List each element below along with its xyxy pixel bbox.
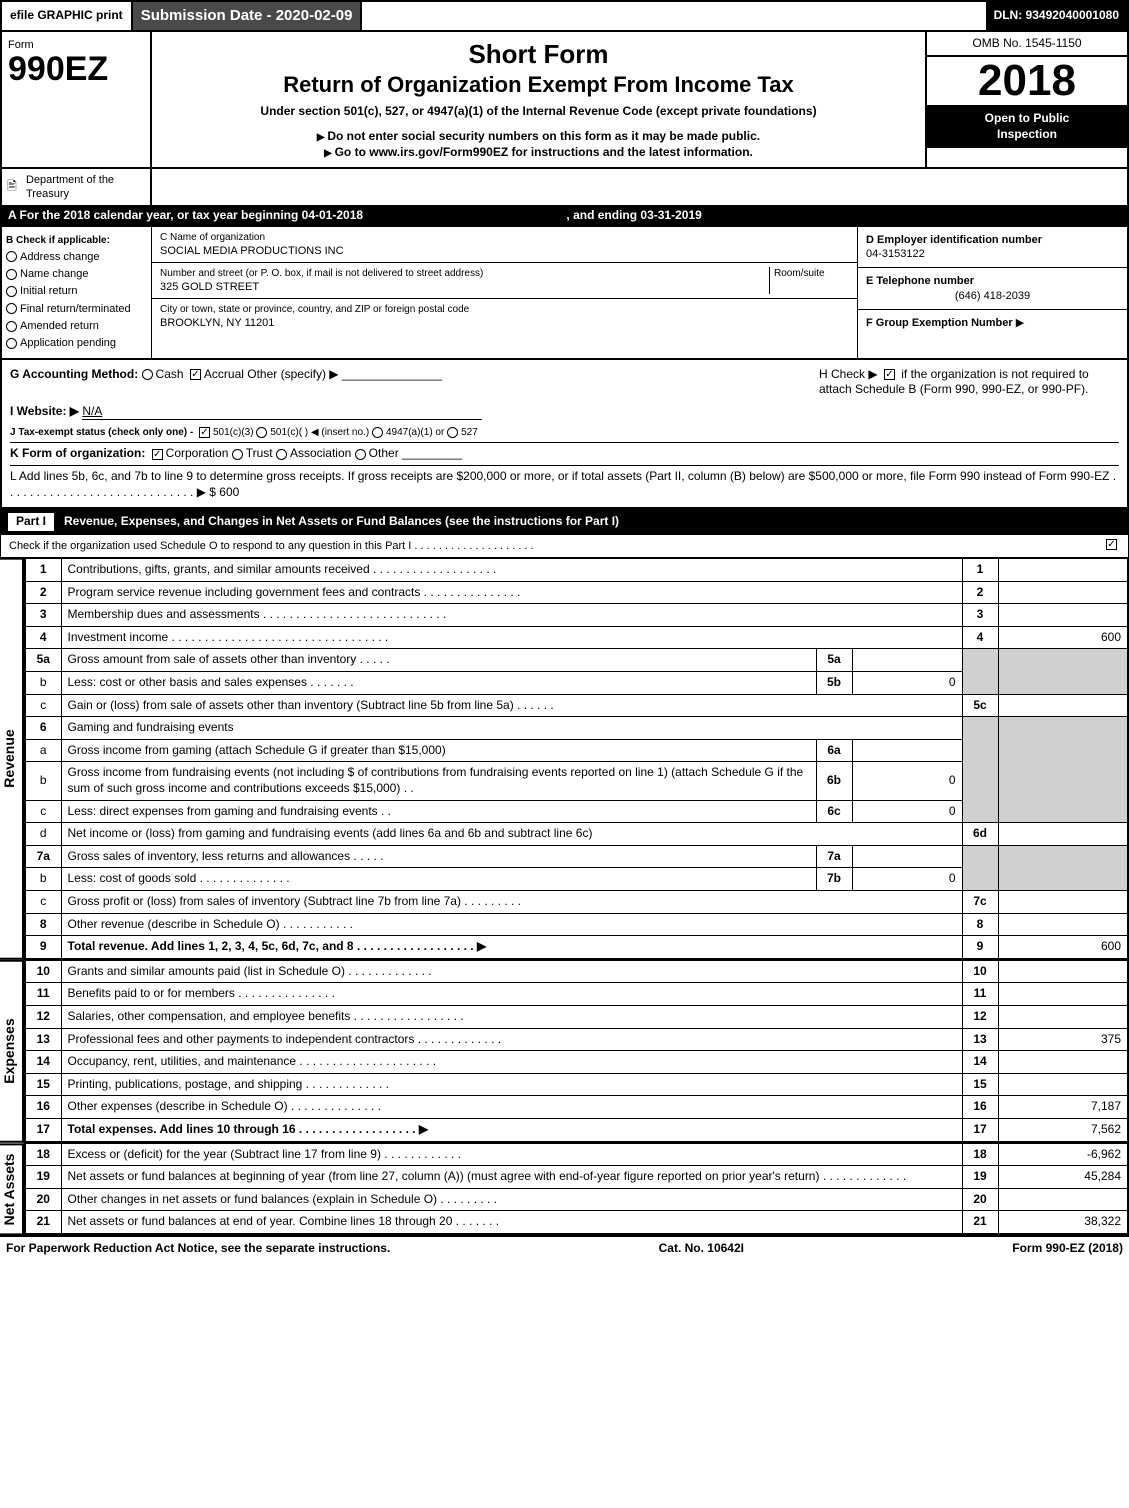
open-public: Open to Public bbox=[933, 111, 1121, 127]
accounting-method-label: G Accounting Method: bbox=[10, 367, 138, 381]
catalog-number: Cat. No. 10642I bbox=[659, 1241, 744, 1257]
opt-amended[interactable]: Amended return bbox=[6, 319, 147, 333]
tax-period: A For the 2018 calendar year, or tax yea… bbox=[0, 205, 1129, 227]
title-short: Short Form bbox=[158, 38, 919, 72]
ssn-warning: Do not enter social security numbers on … bbox=[158, 129, 919, 145]
revenue-table: 1Contributions, gifts, grants, and simil… bbox=[24, 558, 1129, 960]
corporation-checkbox[interactable] bbox=[152, 449, 163, 460]
inspection-label: Inspection bbox=[933, 127, 1121, 143]
opt-address-change[interactable]: Address change bbox=[6, 250, 147, 264]
addr-label: Number and street (or P. O. box, if mail… bbox=[160, 267, 769, 280]
part-1-header: Part I Revenue, Expenses, and Changes in… bbox=[0, 509, 1129, 535]
omb-number: OMB No. 1545-1150 bbox=[927, 32, 1127, 58]
title-main: Return of Organization Exempt From Incom… bbox=[158, 71, 919, 100]
efile-label[interactable]: efile GRAPHIC print bbox=[2, 2, 133, 30]
instructions-link[interactable]: Go to www.irs.gov/Form990EZ for instruct… bbox=[158, 145, 919, 161]
opt-initial-return[interactable]: Initial return bbox=[6, 284, 147, 298]
h-checkbox[interactable] bbox=[884, 369, 895, 380]
line-l: L Add lines 5b, 6c, and 7b to line 9 to … bbox=[10, 465, 1119, 503]
meta-block: G Accounting Method: Cash Accrual Other … bbox=[0, 360, 1129, 510]
entity-block: B Check if applicable: Address change Na… bbox=[0, 227, 1129, 360]
group-exemption-label: F Group Exemption Number bbox=[866, 317, 1013, 329]
title-section: Under section 501(c), 527, or 4947(a)(1)… bbox=[158, 104, 919, 120]
check-if-label: B Check if applicable: bbox=[6, 234, 147, 247]
phone-value: (646) 418-2039 bbox=[866, 289, 1119, 303]
top-bar: efile GRAPHIC print Submission Date - 20… bbox=[0, 0, 1129, 32]
opt-name-change[interactable]: Name change bbox=[6, 267, 147, 281]
schedule-o-checkbox[interactable] bbox=[1106, 539, 1117, 550]
opt-pending[interactable]: Application pending bbox=[6, 336, 147, 350]
expenses-table: 10Grants and similar amounts paid (list … bbox=[24, 960, 1129, 1143]
website-label: I Website: ▶ bbox=[10, 404, 79, 418]
schedule-o-check: Check if the organization used Schedule … bbox=[0, 535, 1129, 558]
room-suite: Room/suite bbox=[769, 267, 849, 294]
cash-option[interactable]: Cash bbox=[156, 367, 184, 381]
expenses-label: Expenses bbox=[0, 960, 24, 1143]
org-name: SOCIAL MEDIA PRODUCTIONS INC bbox=[160, 244, 849, 258]
paperwork-notice: For Paperwork Reduction Act Notice, see … bbox=[6, 1241, 390, 1257]
other-option[interactable]: Other (specify) ▶ bbox=[247, 367, 338, 381]
group-exemption-arrow: ▶ bbox=[1016, 317, 1024, 329]
501c3-checkbox[interactable] bbox=[199, 427, 210, 438]
form-number: 990EZ bbox=[8, 52, 144, 86]
revenue-label: Revenue bbox=[0, 558, 24, 960]
city-label: City or town, state or province, country… bbox=[160, 303, 849, 316]
form-ref: Form 990-EZ (2018) bbox=[1012, 1241, 1123, 1257]
h-check-label: H Check ▶ bbox=[819, 367, 878, 381]
city-value: BROOKLYN, NY 11201 bbox=[160, 316, 849, 330]
dln-number: DLN: 93492040001080 bbox=[986, 2, 1127, 30]
website-value: N/A bbox=[82, 404, 482, 421]
ein-value: 04-3153122 bbox=[866, 247, 1119, 261]
street-address: 325 GOLD STREET bbox=[160, 280, 769, 294]
net-assets-label: Net Assets bbox=[0, 1143, 24, 1235]
phone-label: E Telephone number bbox=[866, 274, 1119, 288]
net-assets-table: 18Excess or (deficit) for the year (Subt… bbox=[24, 1143, 1129, 1235]
c-label: C Name of organization bbox=[160, 231, 849, 244]
tax-exempt-label: J Tax-exempt status (check only one) - bbox=[10, 427, 193, 438]
department: Department of the Treasury bbox=[22, 169, 152, 206]
form-header: Form 990EZ Short Form Return of Organiza… bbox=[0, 32, 1129, 169]
submission-date: Submission Date - 2020-02-09 bbox=[133, 2, 363, 30]
accrual-option[interactable]: Accrual bbox=[204, 367, 244, 381]
tax-year: 2018 bbox=[927, 57, 1127, 105]
ein-label: D Employer identification number bbox=[866, 233, 1119, 247]
page-footer: For Paperwork Reduction Act Notice, see … bbox=[0, 1235, 1129, 1261]
form-org-label: K Form of organization: bbox=[10, 446, 145, 460]
opt-final-return[interactable]: Final return/terminated bbox=[6, 302, 147, 316]
